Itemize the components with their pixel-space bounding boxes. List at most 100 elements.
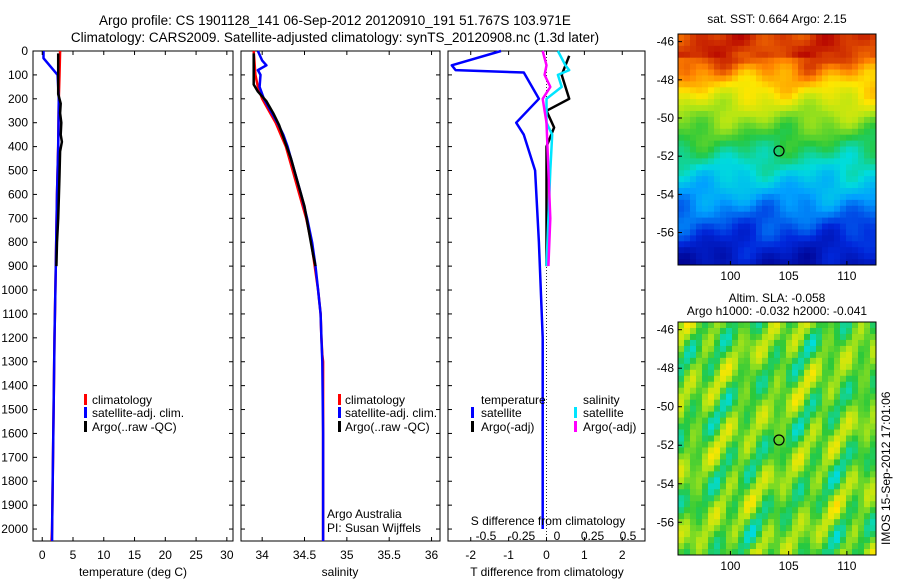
- sla-map-cell: [684, 405, 691, 413]
- sst-map-cell: [828, 199, 835, 207]
- sla-map-cell: [780, 525, 787, 532]
- legend-group-temperature: temperature: [481, 393, 546, 407]
- sst-map-cell: [756, 128, 763, 136]
- sst-map-cell: [684, 81, 691, 88]
- sla-map-cell: [798, 525, 805, 532]
- x-tick-label: 2: [619, 548, 626, 562]
- sst-map-cell: [834, 128, 841, 136]
- sla-map-cell: [690, 375, 697, 383]
- sst-map-cell: [822, 87, 829, 94]
- sla-map-cell: [732, 345, 739, 353]
- sst-map-cell: [684, 164, 691, 171]
- sst-map-cell: [852, 205, 859, 213]
- sst-map-cell: [804, 199, 811, 207]
- sst-map-cell: [720, 39, 727, 47]
- sst-map-cell: [684, 87, 691, 94]
- sst-map-cell: [780, 241, 787, 248]
- sst-map-cell: [822, 211, 829, 219]
- sst-map-cell: [870, 235, 877, 242]
- s-difference-tick-label: 0.25: [581, 529, 605, 543]
- sla-map-cell: [684, 477, 691, 484]
- sla-map-cell: [786, 453, 793, 460]
- sst-map-cell: [750, 111, 757, 118]
- sla-map-cell: [840, 363, 847, 371]
- sla-map-cell: [828, 405, 835, 413]
- sst-map-cell: [678, 182, 685, 189]
- sst-map-cell: [714, 34, 721, 41]
- sla-map-cell: [774, 435, 781, 442]
- sla-map-cell: [684, 501, 691, 508]
- sla-map-cell: [750, 411, 757, 418]
- sst-map-cell: [720, 229, 727, 236]
- sla-map-cell: [720, 363, 727, 371]
- sla-map-cell: [822, 483, 829, 490]
- sst-map-cell: [834, 199, 841, 207]
- sst-map-cell: [744, 241, 751, 248]
- sst-map-cell: [732, 199, 739, 207]
- sst-map-cell: [840, 51, 847, 59]
- sla-map-cell: [702, 363, 709, 371]
- sla-map-cell: [720, 351, 727, 359]
- sla-map-cell: [852, 489, 859, 496]
- sst-map-cell: [738, 205, 745, 213]
- sla-map-cell: [852, 363, 859, 371]
- sla-map-cell: [762, 322, 769, 329]
- sla-map-cell: [804, 387, 811, 395]
- sst-map-cell: [828, 235, 835, 242]
- sla-map-cell: [678, 507, 685, 514]
- sst-map-cell: [684, 241, 691, 248]
- sla-map-cell: [690, 447, 697, 454]
- sla-map-cell: [804, 381, 811, 389]
- sla-map-cell: [804, 423, 811, 430]
- sst-map-cell: [702, 253, 709, 260]
- sst-map-cell: [726, 193, 733, 201]
- sla-map-cell: [864, 387, 871, 395]
- sst-map-cell: [696, 152, 703, 159]
- sst-map-cell: [702, 51, 709, 59]
- sst-map-cell: [780, 188, 787, 195]
- sla-map-cell: [798, 507, 805, 514]
- legend-swatch-satellite: [84, 407, 87, 418]
- sst-map-cell: [816, 81, 823, 88]
- sla-map-cell: [774, 322, 781, 329]
- sst-map-cell: [756, 122, 763, 130]
- sst-map-cell: [720, 51, 727, 59]
- sla-map-cell: [696, 429, 703, 436]
- sst-map-cell: [858, 146, 865, 153]
- sla-map-cell: [792, 531, 799, 538]
- sla-map-cell: [858, 322, 865, 329]
- sst-map-cell: [684, 75, 691, 82]
- sst-map-cell: [858, 105, 865, 112]
- sst-map-cell: [828, 105, 835, 112]
- sst-map-cell: [702, 199, 709, 207]
- sst-map-cell: [780, 247, 787, 254]
- sla-map-cell: [798, 381, 805, 389]
- sst-map-cell: [864, 51, 871, 59]
- sla-map-cell: [846, 525, 853, 532]
- sst-map-cell: [846, 223, 853, 230]
- sla-map-cell: [768, 441, 775, 448]
- sst-map-cell: [816, 152, 823, 159]
- sst-map-cell: [690, 75, 697, 82]
- sla-map-cell: [714, 375, 721, 383]
- sst-map-cell: [780, 217, 787, 224]
- sla-map-cell: [738, 369, 745, 377]
- sla-map-cell: [726, 477, 733, 484]
- s-difference-axis-label: S difference from climatology: [471, 514, 626, 528]
- sla-map-cell: [690, 495, 697, 502]
- sla-map-cell: [798, 495, 805, 502]
- sst-map-cell: [726, 75, 733, 82]
- sla-map-cell: [744, 471, 751, 478]
- sst-map-cell: [678, 259, 685, 266]
- sst-map-cell: [840, 93, 847, 100]
- sst-map-cell: [870, 164, 877, 171]
- sst-map-cell: [828, 223, 835, 230]
- sst-map-cell: [870, 247, 877, 254]
- sla-map-cell: [870, 465, 877, 472]
- sst-map-cell: [834, 170, 841, 177]
- sst-map-cell: [870, 34, 877, 41]
- sst-map-cell: [756, 63, 763, 70]
- sst-map-cell: [768, 140, 775, 147]
- sst-map-cell: [726, 229, 733, 236]
- sst-map-cell: [834, 146, 841, 153]
